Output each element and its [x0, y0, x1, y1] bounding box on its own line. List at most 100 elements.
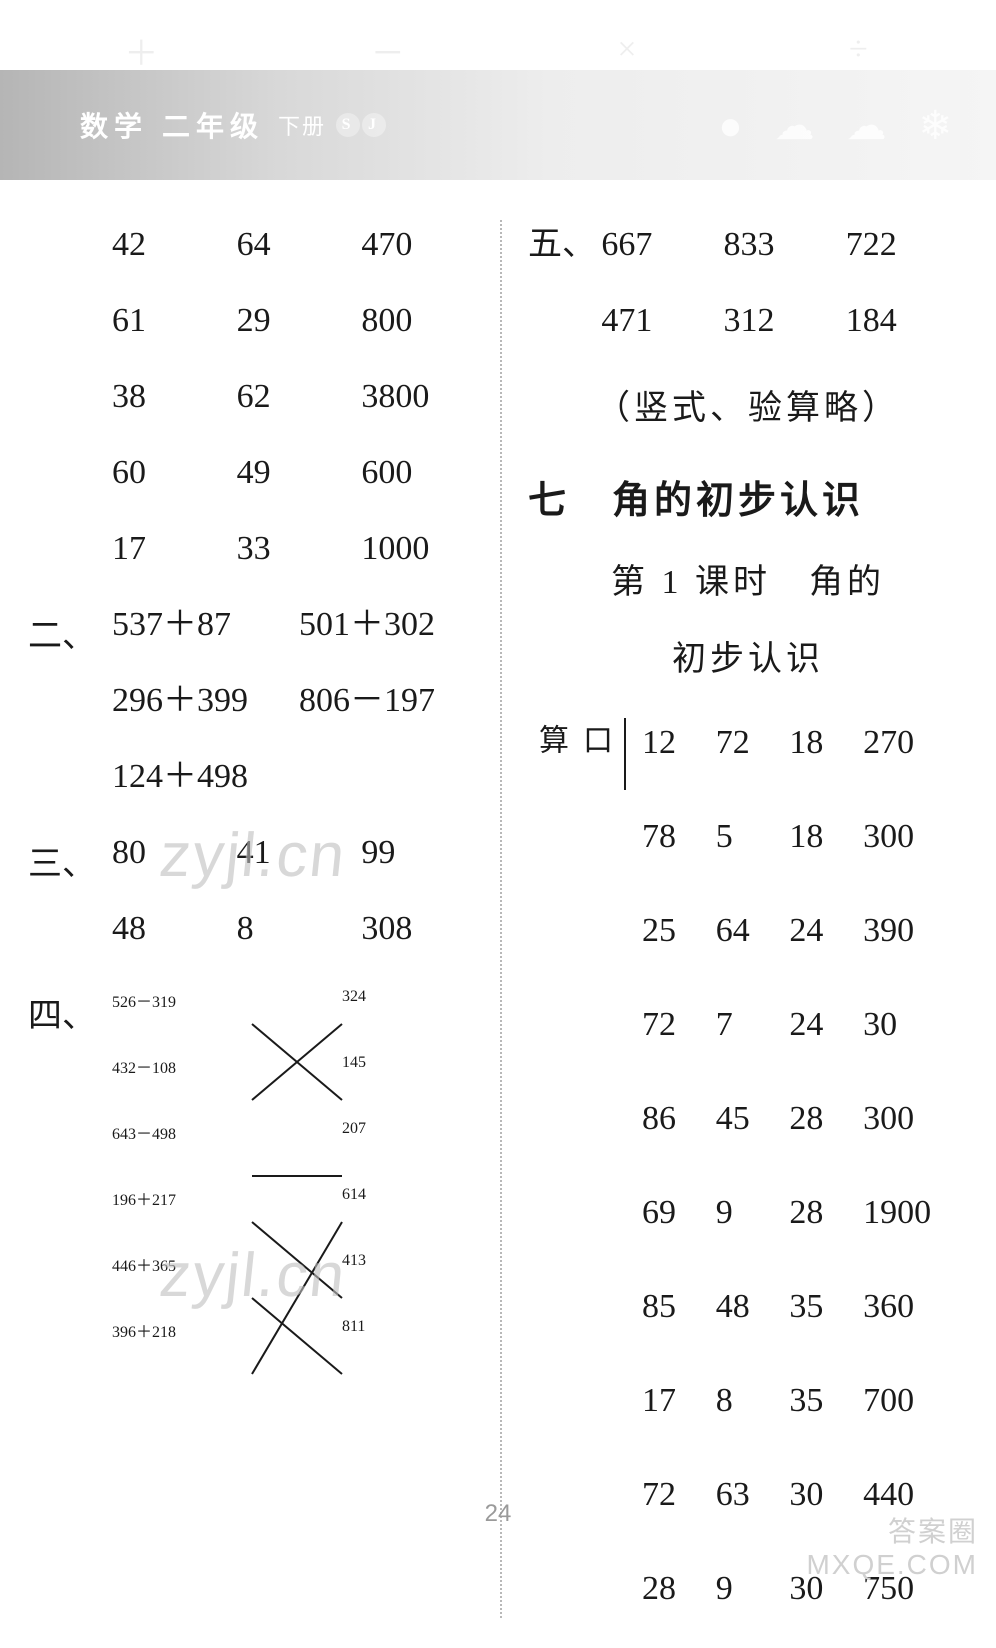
cell: 85 [642, 1272, 716, 1366]
cell: 12 [642, 708, 716, 802]
expr: 296＋399 [112, 684, 299, 718]
expr: 124＋498 [112, 760, 299, 794]
cell: 9 [716, 1178, 790, 1272]
cell: 64 [237, 228, 362, 262]
cell: 99 [361, 836, 486, 870]
table-row: 256424390 [642, 896, 968, 990]
section-5-note: （竖式、验算略） [528, 380, 968, 429]
cell: 28 [789, 1084, 863, 1178]
match-right: 324 [342, 988, 462, 1012]
watermark-2: zyjl.cn [156, 1240, 350, 1311]
minus-icon: － [371, 26, 409, 75]
section-2-label: 二、 [28, 608, 110, 657]
match-right: 413 [342, 1252, 462, 1276]
plus-icon: ＋ [124, 26, 162, 75]
match-left: 526－319 [112, 988, 342, 1012]
expr: 537＋87 [112, 608, 299, 642]
cell: 8 [237, 912, 362, 946]
header-weather-icons: ● ☁ ☁ ❄ [718, 70, 956, 180]
divide-icon: ÷ [849, 31, 872, 69]
kousuan-label: 口算 [528, 718, 626, 790]
cell: 8 [716, 1366, 790, 1460]
multiply-icon: × [617, 31, 640, 69]
cell: 184 [846, 304, 968, 338]
badge-j: J [362, 113, 386, 137]
page-header: ＋ － × ÷ 数学 二年级 下册 S J ● ☁ ☁ ❄ [0, 70, 996, 180]
cell: 7 [716, 990, 790, 1084]
table-row: 864528300 [642, 1084, 968, 1178]
cell: 42 [112, 228, 237, 262]
section-2: 二、 537＋87501＋302 296＋399806－197 124＋498 [30, 608, 486, 794]
match-left: 196＋217 [112, 1186, 342, 1210]
cell: 1900 [863, 1178, 968, 1272]
cell: 62 [237, 380, 362, 414]
cell: 18 [789, 708, 863, 802]
cell: 60 [112, 456, 237, 490]
cell: 61 [112, 304, 237, 338]
match-left: 643－498 [112, 1120, 342, 1144]
left-column: 4264470 6129800 38623800 6049600 1733100… [30, 210, 500, 1648]
cell: 5 [716, 802, 790, 896]
page: ＋ － × ÷ 数学 二年级 下册 S J ● ☁ ☁ ❄ 4264470 61… [0, 0, 996, 1600]
cell: 390 [863, 896, 968, 990]
cell: 300 [863, 1084, 968, 1178]
snow-icon: ❄ [918, 102, 956, 149]
cell: 25 [642, 896, 716, 990]
header-volume: 下册 [278, 109, 326, 141]
cell: 3800 [361, 380, 486, 414]
table-row: 7272430 [642, 990, 968, 1084]
section-5: 五、667833722 471312184 [528, 228, 968, 338]
cell: 470 [361, 228, 486, 262]
cell: 86 [642, 1084, 716, 1178]
match-right: 145 [342, 1054, 462, 1078]
cell: 48 [112, 912, 237, 946]
cell: 28 [789, 1178, 863, 1272]
cell: 308 [361, 912, 486, 946]
expr: 806－197 [299, 684, 486, 718]
cell: 667 [601, 228, 723, 262]
chapter-title: 七 角的初步认识 [528, 469, 968, 524]
expr [299, 760, 486, 794]
match-group-a: 526－319324 432－108145 643－498207 [30, 988, 486, 1144]
match-left: 432－108 [112, 1054, 342, 1078]
cell: 312 [724, 304, 846, 338]
table-row: 699281900 [642, 1178, 968, 1272]
cell: 64 [716, 896, 790, 990]
section-1: 4264470 6129800 38623800 6049600 1733100… [30, 228, 486, 566]
match-right: 614 [342, 1186, 462, 1210]
cell: 24 [789, 990, 863, 1084]
header-badge: S J [336, 113, 388, 137]
cell: 9 [716, 1554, 790, 1648]
lesson-title-2: 初步认识 [528, 631, 968, 680]
match-right: 207 [342, 1120, 462, 1144]
sun-icon: ● [718, 102, 746, 149]
expr: 501＋302 [299, 608, 486, 642]
cell: 28 [642, 1554, 716, 1648]
cell: 35 [789, 1366, 863, 1460]
cell: 24 [789, 896, 863, 990]
content: 4264470 6129800 38623800 6049600 1733100… [0, 200, 996, 1648]
page-number: 24 [0, 1500, 996, 1528]
section-3-label: 三、 [28, 836, 110, 885]
header-grade: 二年级 [162, 105, 264, 145]
cell: 72 [642, 990, 716, 1084]
cell: 30 [863, 990, 968, 1084]
cell: 38 [112, 380, 237, 414]
cell: 48 [716, 1272, 790, 1366]
right-column: 五、667833722 471312184 （竖式、验算略） 七 角的初步认识 … [502, 210, 968, 1648]
cell: 17 [642, 1366, 716, 1460]
cell: 18 [789, 802, 863, 896]
cell: 49 [237, 456, 362, 490]
cell: 270 [863, 708, 968, 802]
badge-s: S [336, 113, 360, 137]
table-row: 17835700 [642, 1366, 968, 1460]
cell: 600 [361, 456, 486, 490]
cell: 800 [361, 304, 486, 338]
cell: 78 [642, 802, 716, 896]
cell: 29 [237, 304, 362, 338]
cell: 300 [863, 802, 968, 896]
section-5-label: 五、 [528, 228, 601, 262]
match-right: 811 [342, 1318, 462, 1342]
table-row: 127218270 [642, 708, 968, 802]
corner-line2: MXQE.COM [806, 1548, 978, 1582]
